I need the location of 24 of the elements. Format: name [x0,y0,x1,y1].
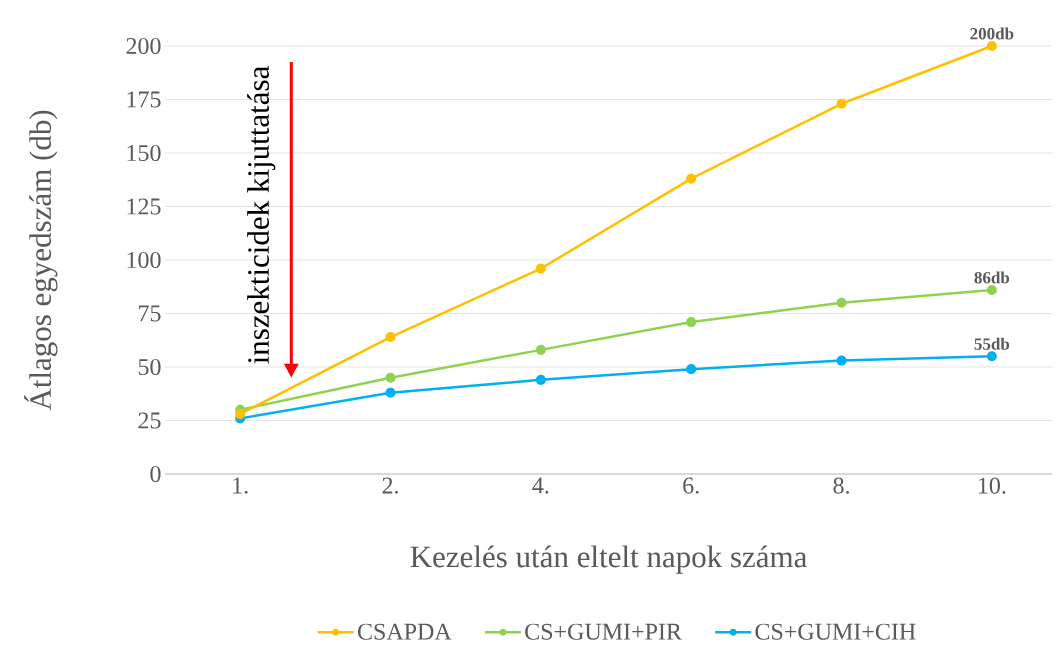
legend-label: CS+GUMI+CIH [755,623,916,640]
y-tick-label: 200 [126,37,161,55]
x-tick-label: 8. [833,477,849,494]
y-tick-label: 175 [127,91,161,108]
x-axis-title: Kezelés után eltelt napok száma [410,545,807,574]
data-label: 200db [970,27,1014,40]
y-axis-title: Átlagos egyedszám (db) [24,110,58,411]
x-tick-label: 2. [382,477,398,494]
legend-label: CSAPDA [357,623,452,640]
x-tick-label: 1. [233,477,248,494]
y-tick-label: 100 [127,251,161,269]
x-tick-label: 4. [532,477,549,494]
y-tick-label: 125 [127,198,161,215]
y-tick-label: 75 [139,305,161,322]
annotation: inszekticidek kijuttatása [247,66,276,364]
y-tick-label: 150 [127,144,161,162]
data-label: 55db [974,337,1010,350]
x-tick-label: 6. [683,477,699,494]
x-tick-label: 10. [978,477,1006,494]
y-tick-label: 50 [138,358,161,376]
legend-label: CS+GUMI+PIR [525,623,682,640]
y-tick-label: 25 [138,412,161,429]
data-label: 86db [974,271,1010,284]
y-tick-label: 0 [150,465,161,483]
